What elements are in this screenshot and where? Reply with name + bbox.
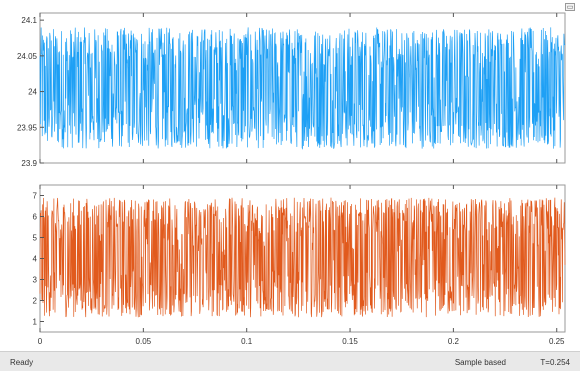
signal-trace-1: [39, 27, 566, 150]
x-tick-label: 0.25: [549, 337, 565, 346]
status-ready-text: Ready: [10, 358, 34, 367]
x-tick-label: 0.2: [448, 337, 460, 346]
y-tick-label: 23.95: [17, 123, 38, 132]
x-tick-label: 0.15: [342, 337, 358, 346]
x-tick-label: 0: [38, 337, 43, 346]
signal-trace-2: [39, 197, 566, 318]
x-tick-label: 0.05: [136, 337, 152, 346]
undock-icon[interactable]: ▭: [565, 3, 575, 11]
x-tick-label: 0.1: [241, 337, 253, 346]
y-tick-label: 24: [28, 88, 37, 97]
y-tick-label: 7: [33, 192, 38, 201]
y-tick-label: 6: [33, 213, 38, 222]
status-time-text: T=0.254: [540, 358, 570, 367]
y-tick-label: 23.9: [21, 159, 37, 168]
y-tick-label: 24.05: [17, 52, 38, 61]
bottom-signal-panel: 1 2 3 4 5 6 7 0 0.05 0.1 0.15 0.2 0.25: [33, 184, 566, 346]
y-tick-label: 3: [33, 276, 38, 285]
y-tick-label: 1: [33, 318, 38, 327]
y-tick-label: 5: [33, 234, 38, 243]
y-tick-label: 2: [33, 297, 38, 306]
status-bar: Ready Sample based T=0.254: [0, 351, 580, 371]
top-signal-panel: 23.9 23.95 24 24.05 24.1: [17, 12, 566, 168]
y-tick-label: 24.1: [21, 16, 37, 25]
y-tick-label: 4: [33, 255, 38, 264]
status-mode-text: Sample based: [454, 358, 506, 367]
